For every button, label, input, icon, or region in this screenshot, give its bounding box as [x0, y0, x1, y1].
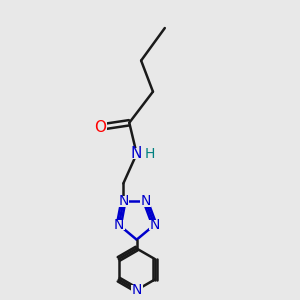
- Text: N: N: [114, 218, 124, 232]
- Text: H: H: [145, 147, 155, 161]
- Text: O: O: [94, 120, 106, 135]
- FancyBboxPatch shape: [93, 122, 107, 133]
- FancyBboxPatch shape: [131, 285, 142, 295]
- Text: N: N: [131, 283, 142, 297]
- Text: N: N: [131, 146, 142, 161]
- Text: N: N: [140, 194, 151, 208]
- FancyBboxPatch shape: [140, 196, 152, 206]
- FancyBboxPatch shape: [148, 220, 160, 230]
- Text: N: N: [118, 194, 128, 208]
- FancyBboxPatch shape: [113, 220, 125, 230]
- FancyBboxPatch shape: [117, 196, 129, 206]
- FancyBboxPatch shape: [128, 148, 151, 160]
- Text: N: N: [149, 218, 160, 232]
